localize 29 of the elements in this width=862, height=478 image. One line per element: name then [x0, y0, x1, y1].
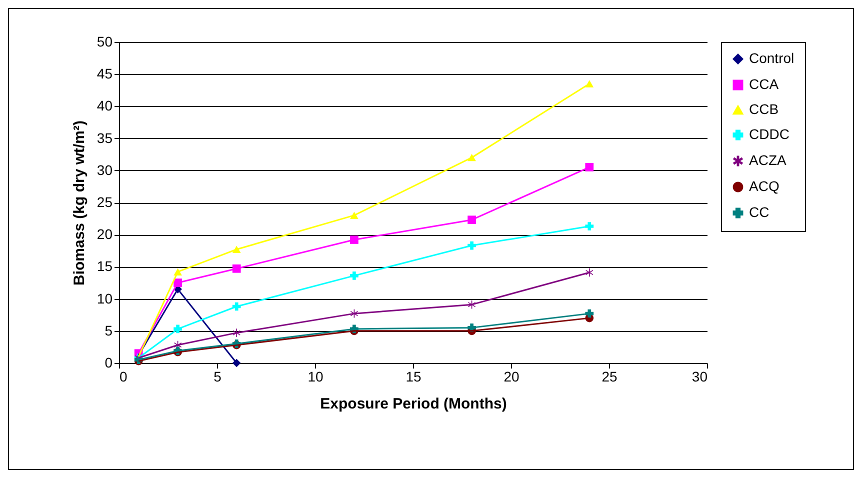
legend-label: CDDC [749, 126, 790, 142]
point [585, 163, 594, 172]
x-tick-label: 10 [308, 368, 324, 384]
x-tick-label: 25 [602, 368, 618, 384]
legend-label: ACZA [749, 152, 787, 168]
y-tick-label: 20 [96, 226, 113, 242]
x-tick-label: 20 [504, 368, 520, 384]
y-tick-label: 45 [96, 66, 113, 82]
y-tick-label: 40 [96, 98, 113, 114]
x-tick-label: 0 [120, 368, 128, 384]
legend-label: CC [749, 204, 770, 220]
x-tick-label: 5 [214, 368, 222, 384]
x-axis-title: Exposure Period (Months) [320, 396, 507, 412]
x-tick-label: 30 [692, 368, 708, 384]
y-tick-label: 15 [96, 258, 113, 274]
y-tick-label: 10 [96, 290, 113, 306]
legend-label: ACQ [749, 178, 780, 194]
y-tick-label: 0 [104, 354, 113, 370]
y-tick-label: 30 [96, 162, 113, 178]
y-tick-label: 25 [96, 194, 113, 210]
y-axis-title: Biomass (kg dry wt/m²) [70, 120, 88, 286]
x-tick-label: 15 [406, 368, 422, 384]
y-tick-label: 35 [96, 130, 113, 146]
y-tick-label: 5 [104, 322, 113, 338]
legend-label: Control [749, 50, 794, 66]
legend-label: CCB [749, 101, 779, 117]
point [585, 222, 594, 230]
legend-label: CCA [749, 76, 780, 92]
y-tick-label: 50 [96, 34, 113, 50]
